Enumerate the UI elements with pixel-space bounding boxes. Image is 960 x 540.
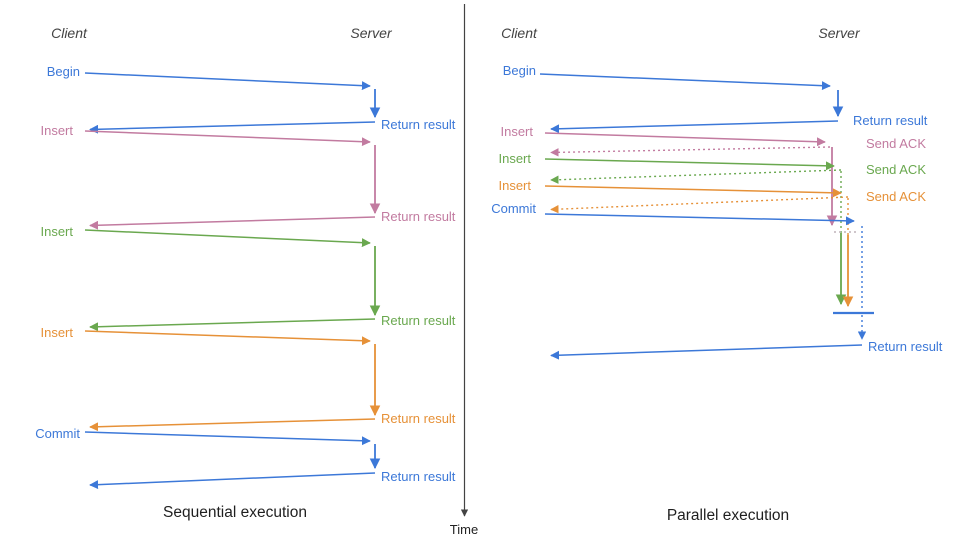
request-arrow (84, 130, 371, 147)
ack-arrow (550, 146, 831, 157)
left-message-commit: Commit Return result (35, 426, 456, 490)
request-arrow (84, 330, 371, 346)
message-label: Insert (40, 224, 73, 239)
request-arrow (84, 431, 371, 446)
left-message-begin: Begin Return result (47, 64, 456, 134)
return-label: Return result (381, 117, 456, 132)
request-arrow (539, 73, 831, 91)
ack-arrow (550, 196, 849, 214)
right-message-insert-2: Insert Send ACK (498, 151, 926, 306)
request-arrow (84, 72, 371, 91)
client-header: Client (51, 25, 88, 41)
message-label: Begin (503, 63, 536, 78)
message-label: Insert (498, 178, 531, 193)
return-label: Return result (381, 313, 456, 328)
request-arrow (544, 132, 826, 147)
request-arrow (544, 185, 842, 198)
left-diagram-title: Sequential execution (163, 504, 307, 521)
right-message-insert-1: Insert Send ACK (500, 124, 926, 227)
message-label: Begin (47, 64, 80, 79)
right-message-commit: Commit Return result (491, 201, 943, 360)
response-label: Send ACK (866, 162, 926, 177)
return-arrow (550, 120, 839, 134)
return-label: Return result (381, 469, 456, 484)
server-header: Server (818, 25, 861, 41)
right-message-insert-3: Insert Send ACK (498, 178, 926, 308)
message-label: Insert (498, 151, 531, 166)
right-message-begin: Begin Return result (503, 63, 928, 134)
message-label: Commit (35, 426, 80, 441)
time-axis-label: Time (450, 522, 478, 537)
left-message-insert-2: Insert Return result (40, 224, 456, 332)
parallel-diagram: Client Server Begin Return result Insert… (491, 25, 943, 524)
left-message-insert-1: Insert Return result (40, 123, 456, 230)
response-label: Send ACK (866, 136, 926, 151)
client-header: Client (501, 25, 538, 41)
return-arrow (550, 344, 863, 360)
message-label: Insert (40, 325, 73, 340)
response-label: Send ACK (866, 189, 926, 204)
response-label: Return result (853, 113, 928, 128)
return-arrow (89, 418, 376, 432)
request-arrow (544, 158, 835, 171)
server-header: Server (350, 25, 393, 41)
message-label: Insert (40, 123, 73, 138)
response-label: Return result (868, 339, 943, 354)
time-axis: Time (450, 4, 478, 537)
request-arrow (544, 213, 855, 226)
left-message-insert-3: Insert Return result (40, 325, 456, 432)
request-arrow (84, 229, 371, 248)
return-arrow (89, 472, 376, 490)
message-label: Insert (500, 124, 533, 139)
return-arrow (89, 121, 376, 134)
return-label: Return result (381, 411, 456, 426)
return-arrow (89, 216, 376, 230)
return-label: Return result (381, 209, 456, 224)
ack-arrow (550, 169, 842, 184)
right-diagram-title: Parallel execution (667, 507, 789, 524)
message-label: Commit (491, 201, 536, 216)
return-arrow (89, 318, 376, 332)
sequential-diagram: Client Server Begin Return result Insert… (35, 25, 456, 521)
